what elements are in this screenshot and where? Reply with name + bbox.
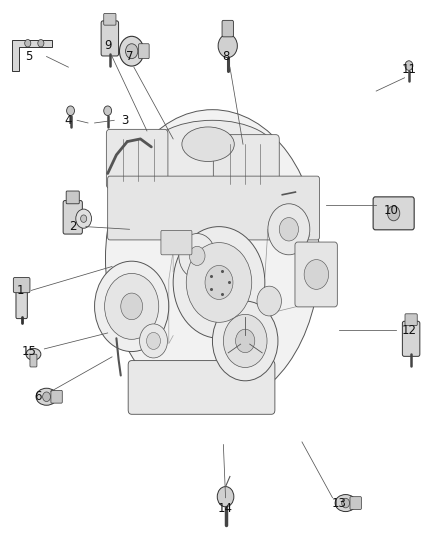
FancyBboxPatch shape (139, 44, 149, 59)
Circle shape (42, 392, 50, 401)
Circle shape (205, 265, 233, 300)
Circle shape (81, 215, 87, 222)
Text: 1: 1 (17, 284, 24, 297)
Circle shape (25, 39, 31, 47)
Circle shape (342, 498, 350, 508)
FancyBboxPatch shape (403, 321, 420, 357)
FancyBboxPatch shape (101, 21, 119, 56)
FancyBboxPatch shape (13, 278, 30, 293)
Text: 12: 12 (401, 324, 417, 337)
Circle shape (140, 324, 167, 358)
FancyBboxPatch shape (161, 230, 192, 255)
Circle shape (147, 333, 160, 350)
Circle shape (268, 204, 310, 255)
FancyBboxPatch shape (51, 390, 62, 403)
Circle shape (212, 301, 278, 381)
FancyBboxPatch shape (128, 361, 275, 414)
Circle shape (217, 487, 234, 507)
Circle shape (126, 44, 138, 59)
FancyBboxPatch shape (30, 354, 37, 367)
FancyBboxPatch shape (222, 20, 233, 37)
Text: 8: 8 (222, 50, 229, 63)
Text: 9: 9 (104, 39, 111, 52)
Circle shape (186, 243, 252, 322)
Circle shape (257, 286, 282, 316)
Circle shape (179, 233, 215, 278)
Circle shape (223, 314, 267, 368)
Text: 4: 4 (65, 114, 72, 127)
Text: 7: 7 (126, 50, 133, 63)
Circle shape (105, 273, 159, 340)
Ellipse shape (335, 495, 356, 512)
Circle shape (279, 217, 298, 241)
Circle shape (121, 293, 143, 320)
Circle shape (38, 39, 44, 47)
FancyBboxPatch shape (108, 176, 319, 240)
Ellipse shape (147, 120, 278, 189)
Circle shape (120, 36, 144, 66)
Text: 3: 3 (121, 114, 129, 127)
Ellipse shape (182, 127, 234, 161)
FancyBboxPatch shape (213, 135, 279, 191)
FancyBboxPatch shape (16, 287, 27, 319)
Text: 10: 10 (384, 204, 399, 217)
Ellipse shape (106, 110, 319, 407)
Circle shape (104, 106, 112, 116)
Polygon shape (12, 39, 52, 71)
Circle shape (173, 227, 265, 338)
FancyBboxPatch shape (63, 200, 82, 234)
Circle shape (405, 61, 413, 70)
Circle shape (67, 106, 74, 116)
Circle shape (304, 260, 328, 289)
Circle shape (218, 34, 237, 58)
Text: 6: 6 (34, 390, 42, 403)
Circle shape (76, 209, 92, 228)
Text: 15: 15 (21, 345, 36, 358)
FancyBboxPatch shape (405, 314, 417, 326)
Text: 14: 14 (218, 502, 233, 515)
Ellipse shape (36, 388, 57, 405)
FancyBboxPatch shape (295, 242, 337, 307)
FancyBboxPatch shape (104, 13, 116, 25)
Text: 5: 5 (25, 50, 33, 63)
FancyBboxPatch shape (373, 197, 414, 230)
Circle shape (189, 246, 205, 265)
Text: 11: 11 (401, 63, 417, 76)
Circle shape (236, 329, 255, 353)
Circle shape (95, 261, 169, 352)
FancyBboxPatch shape (66, 191, 79, 204)
Circle shape (388, 206, 400, 221)
Text: 2: 2 (69, 220, 77, 233)
FancyBboxPatch shape (350, 497, 361, 510)
FancyBboxPatch shape (106, 130, 168, 188)
Text: 13: 13 (332, 497, 346, 510)
Ellipse shape (26, 349, 41, 360)
